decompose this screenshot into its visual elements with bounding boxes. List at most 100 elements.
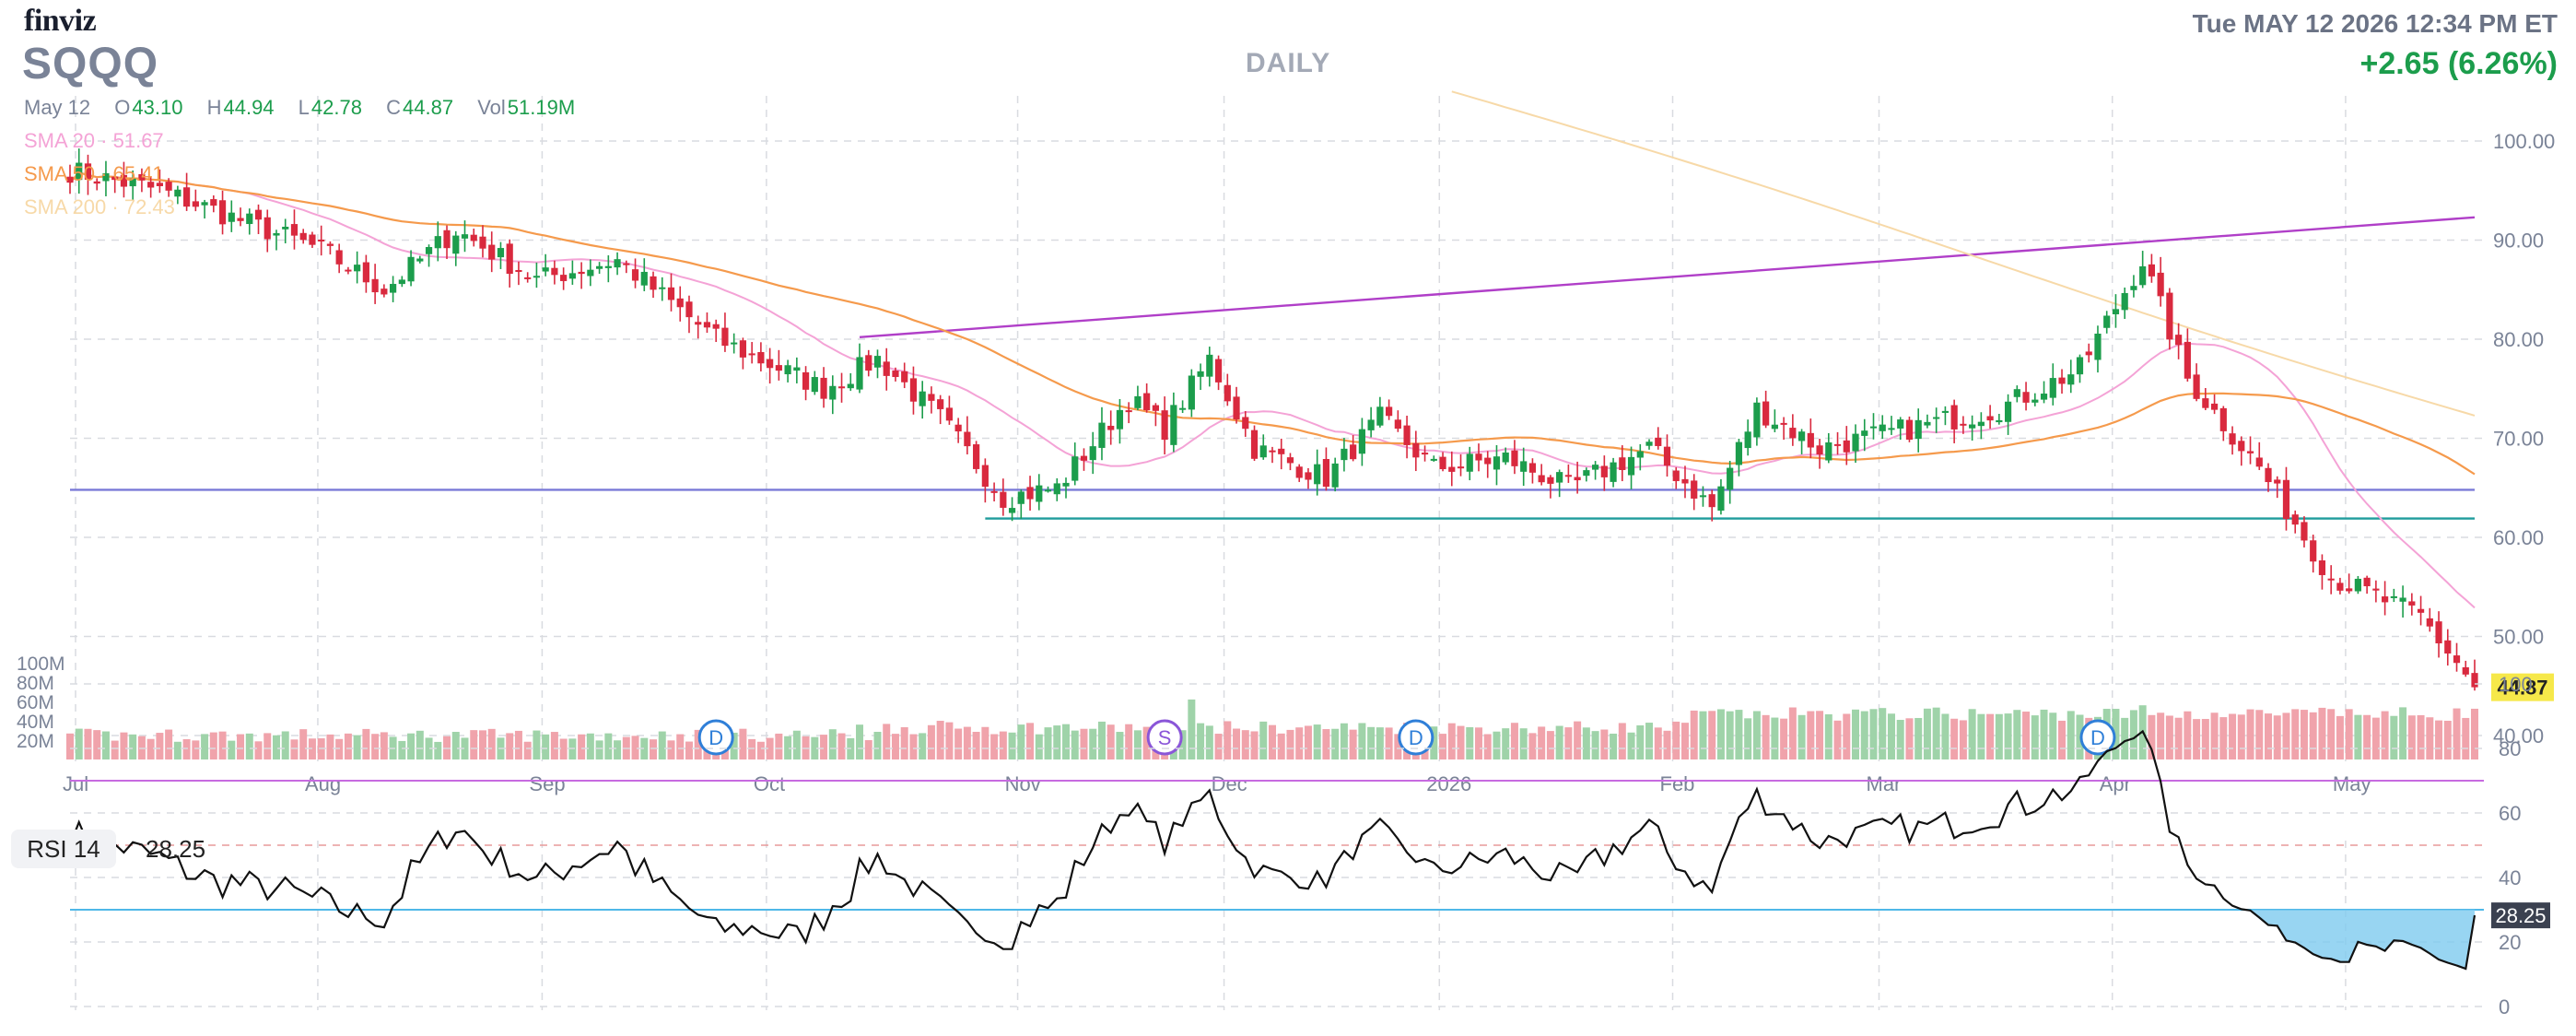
candle-down [973, 444, 980, 469]
candle-up [1053, 483, 1060, 495]
candle-down [2471, 673, 2478, 688]
candle-down [1511, 450, 1518, 466]
volume-bar [792, 730, 801, 759]
volume-bar [434, 741, 442, 759]
candle-up [2354, 578, 2361, 592]
volume-bar [2067, 711, 2075, 759]
sma200-label: SMA 200 [24, 195, 107, 218]
sma20-legend[interactable]: SMA 20 · 51.67 [24, 129, 164, 152]
volume-bar [165, 729, 173, 759]
volume-bar [1097, 721, 1106, 759]
candle-up [246, 213, 253, 225]
volume-bar [1627, 732, 1635, 759]
volume-bar [730, 732, 738, 759]
candle-down [2175, 335, 2183, 346]
volume-bar [1672, 721, 1680, 759]
candle-down [506, 243, 513, 275]
candle-up [1996, 419, 2003, 423]
volume-bar [1304, 725, 1312, 759]
candle-up [129, 178, 136, 187]
candle-down [1457, 466, 1465, 469]
candle-down [290, 224, 299, 236]
volume-bar [1457, 725, 1465, 759]
volume-bar [1044, 727, 1052, 759]
volume-bar [1205, 725, 1213, 759]
candle-down [990, 490, 998, 493]
candle-down [1655, 437, 1662, 446]
candle-up [1627, 456, 1635, 476]
volume-bar [1923, 708, 1931, 759]
candle-up [1861, 430, 1868, 436]
candle-down [1681, 478, 1689, 484]
volume-bar [1277, 733, 1285, 759]
volume-bar [640, 737, 649, 759]
finviz-logo[interactable]: finviz [24, 4, 97, 38]
volume-bar [828, 729, 837, 759]
candle-down [183, 187, 191, 207]
volume-bar [66, 733, 74, 759]
volume-bar [344, 733, 352, 759]
candle-up [1071, 456, 1079, 481]
volume-bar [2371, 717, 2380, 759]
candle-up [784, 365, 791, 375]
candle-up [1914, 419, 1922, 440]
sma200-legend[interactable]: SMA 200 · 72.43 [24, 195, 175, 218]
volume-bar [192, 740, 200, 759]
volume-bar [1995, 713, 2003, 759]
price-tick-label: 40.00 [2493, 724, 2544, 748]
volume-bar [2345, 709, 2353, 759]
candle-down [326, 243, 334, 246]
candle-down [1080, 455, 1088, 461]
open-key: O [114, 96, 131, 119]
volume-bar [1843, 713, 1851, 759]
candle-down [470, 234, 477, 241]
candle-down [1986, 416, 1994, 421]
volume-tick-label: 20M [17, 731, 54, 752]
volume-bar [1941, 713, 1950, 759]
volume-bar [1447, 723, 1456, 759]
volume-bar [1680, 723, 1689, 759]
candle-up [1116, 409, 1124, 430]
candle-down [1833, 443, 1842, 446]
volume-tick-label: 100M [17, 653, 65, 675]
volume-bar [1986, 713, 1995, 759]
candle-down [479, 236, 486, 249]
candle-down [739, 340, 747, 358]
candle-down [2202, 398, 2209, 408]
candle-down [1564, 475, 1572, 477]
candle-up [811, 377, 818, 393]
timeframe-label[interactable]: DAILY [1246, 48, 1331, 78]
candle-down [488, 244, 496, 260]
x-axis-label: Sep [529, 772, 565, 795]
volume-bar [1762, 714, 1770, 759]
volume-bar [380, 732, 388, 759]
volume-bar [2407, 715, 2416, 759]
volume-bar [2193, 719, 2201, 759]
volume-bar [1555, 725, 1563, 759]
x-axis-label: Dec [1212, 772, 1247, 795]
candle-down [775, 365, 782, 371]
candle-down [1448, 466, 1456, 472]
rsi-indicator-label[interactable]: RSI 14 [11, 830, 116, 868]
volume-bar [2471, 708, 2478, 759]
candle-down [802, 371, 810, 390]
volume-bar [1546, 731, 1554, 759]
candle-down [515, 269, 522, 273]
candle-down [2444, 640, 2452, 654]
volume-bar [2129, 710, 2137, 759]
volume-bar [2462, 717, 2470, 759]
candle-up [793, 367, 801, 371]
volume-bar [209, 732, 217, 759]
candle-down [84, 163, 92, 180]
candle-up [2040, 394, 2048, 400]
sma50-legend[interactable]: SMA 50 · 65.41 [24, 162, 164, 185]
candle-up [452, 235, 460, 254]
volume-bar [1286, 729, 1294, 759]
volume-bar [1107, 724, 1115, 759]
volume-bar [173, 741, 181, 759]
candle-down [1780, 422, 1787, 425]
candle-up [604, 265, 612, 268]
volume-bar [2040, 709, 2048, 759]
volume-bar [533, 730, 541, 759]
